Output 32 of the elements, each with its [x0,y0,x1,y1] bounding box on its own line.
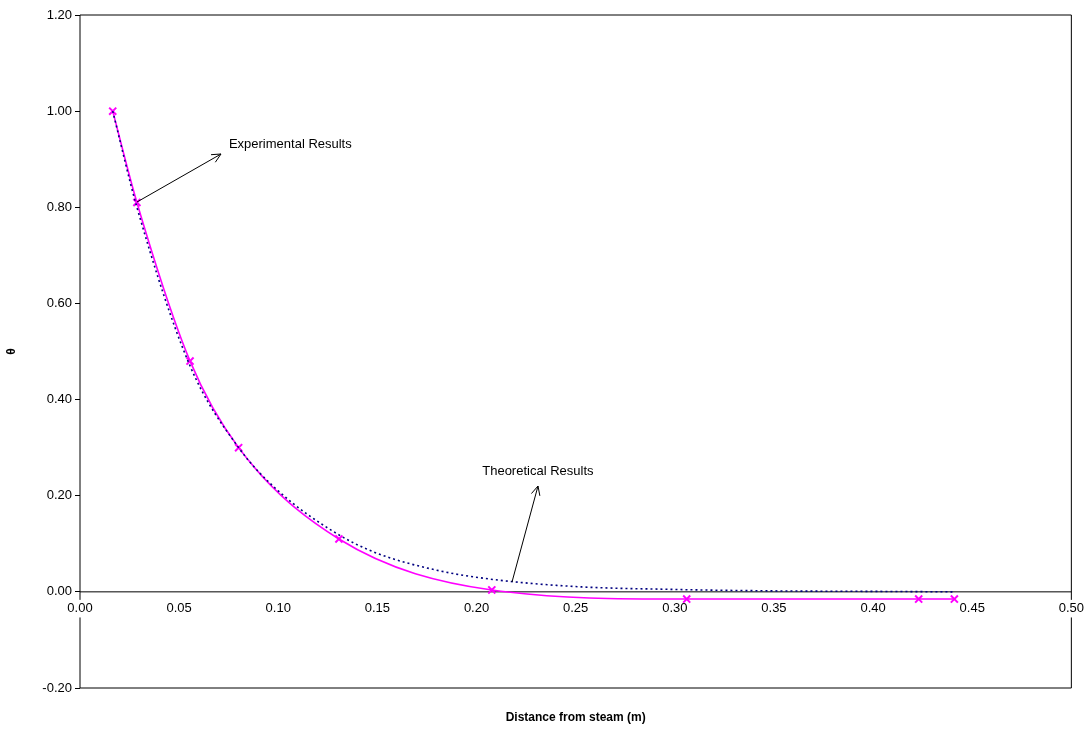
x-axis-title: Distance from steam (m) [505,710,646,725]
x-tick-label: 0.50 [1058,600,1085,616]
y-tick-label: 0.00 [46,583,72,599]
y-tick-label: 0.80 [46,198,72,214]
x-tick-label: 0.05 [166,600,192,616]
x-tick-label: 0.45 [959,600,985,616]
point [949,594,959,604]
x-tick-label: 0.40 [860,600,886,616]
y-axis-title: θ [3,348,18,355]
y-tick-label: -0.20 [42,679,72,695]
y-tick-label: 1.20 [46,6,72,22]
x-tick-label: 0.00 [67,600,93,616]
x-tick-label: 0.30 [662,600,688,616]
point [487,585,497,595]
point [132,197,142,208]
y-tick-label: 0.60 [46,295,72,311]
x-tick-label: 0.35 [761,600,787,616]
point [234,443,244,453]
y-tick-label: 0.20 [46,487,72,503]
point [682,594,692,604]
y-tick-label: 0.40 [46,391,72,407]
point [334,534,344,544]
x-tick-label: 0.20 [463,600,490,616]
x-tick-label: 0.25 [563,600,589,616]
point [914,594,924,604]
annotation: Theoretical Results [482,463,594,479]
x-tick-label: 0.10 [265,600,291,616]
y-tick-label: 1.00 [46,102,72,118]
x-tick-label: 0.15 [364,600,391,616]
point [108,106,118,116]
annotation: Experimental Results [228,136,353,152]
point [185,356,195,366]
